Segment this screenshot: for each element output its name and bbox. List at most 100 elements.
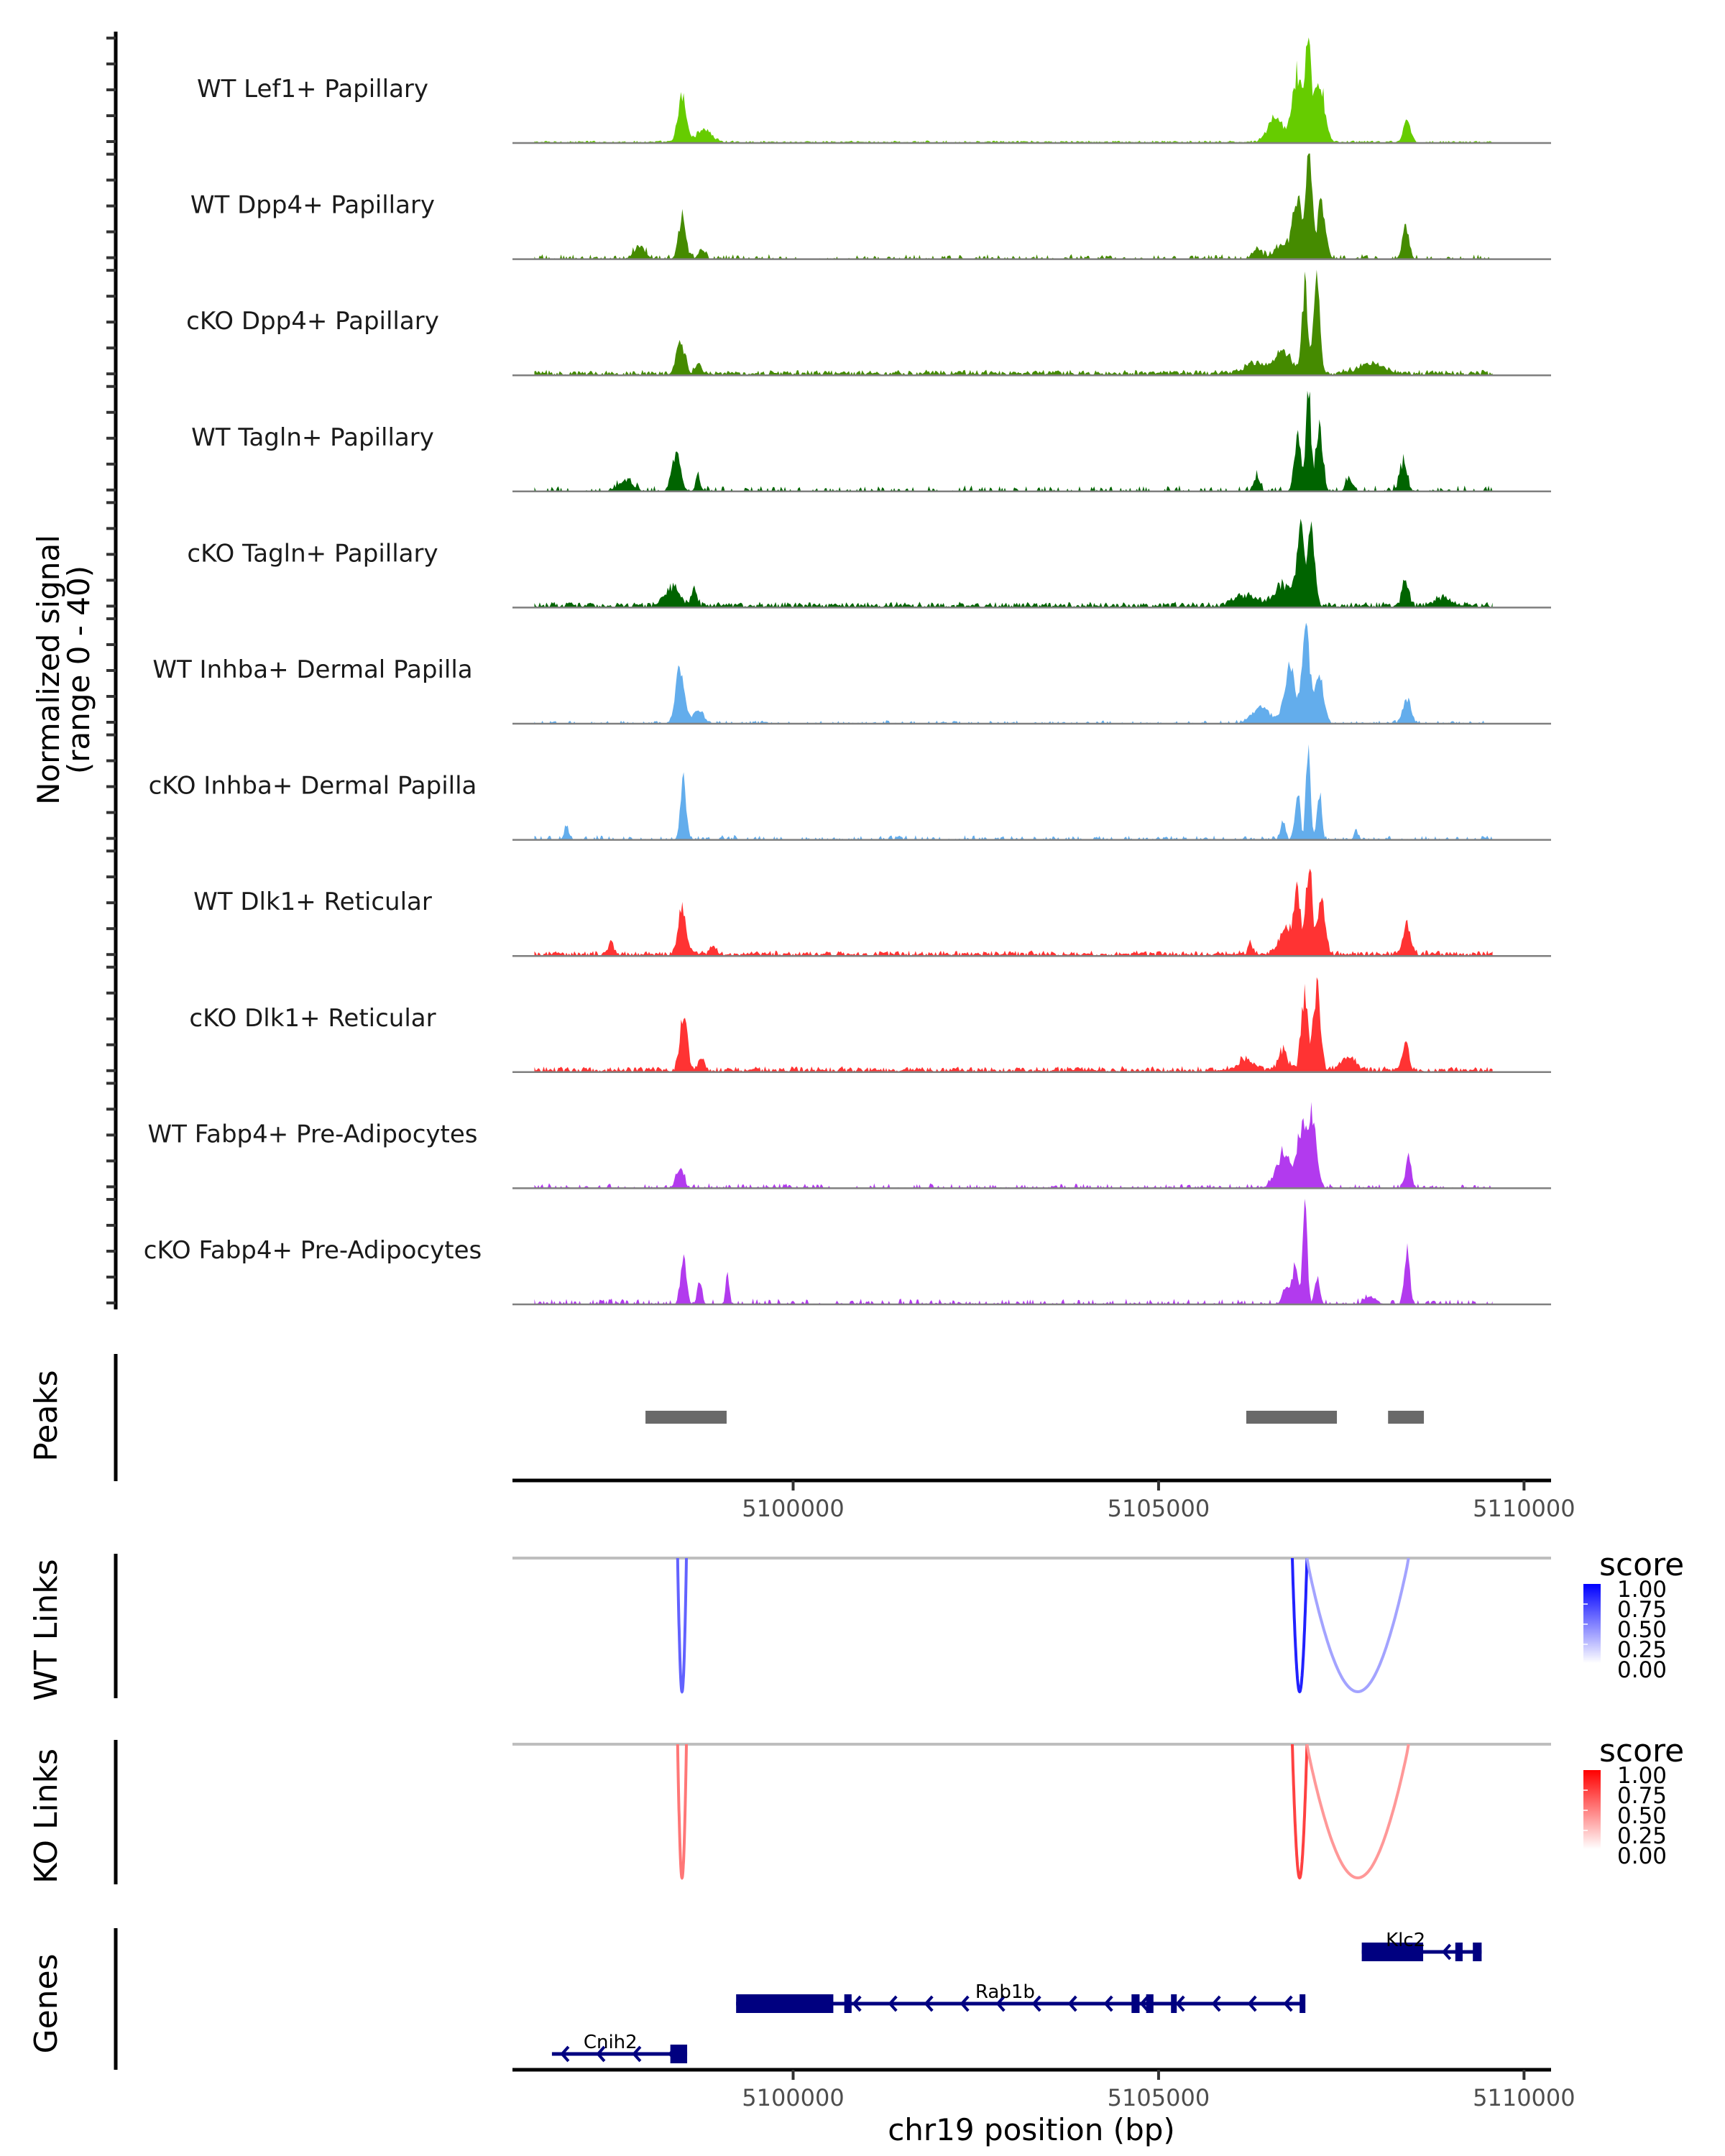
gene-exon [1171,1994,1177,2013]
gene-exon [736,1994,834,2013]
strand-arrow-icon [1139,1995,1149,2012]
legend-tick-label: 0.75 [1617,1597,1667,1623]
peaks-panel-title: Peaks [28,1370,65,1461]
strand-arrow-icon [1067,1995,1077,2012]
legend-tick-label: 1.00 [1617,1763,1667,1789]
gene-exon [670,2045,688,2063]
coverage-track: WT Fabp4+ Pre-Adipocytes [148,1102,1551,1189]
strand-arrow-icon [888,1995,898,2012]
gene-exon [1146,1994,1154,2013]
track-label: cKO Fabp4+ Pre-Adipocytes [144,1236,482,1265]
legend-colorbar [1583,1770,1601,1849]
gene-model: Klc2 [1361,1930,1482,1961]
genes-panel: Genes Klc2 Rab1b Cnih2 5100000 5105000 51100… [28,1928,1576,2147]
strand-arrow-icon [1247,1995,1257,2012]
track-label: cKO Dlk1+ Reticular [189,1004,436,1033]
peak-region [1388,1411,1425,1424]
gene-exon [1361,1943,1424,1961]
coverage-tracks: WT Lef1+ Papillary WT Dpp4+ Papillary cKO … [144,37,1551,1306]
x-tick-label: 5100000 [742,2084,845,2111]
strand-arrow-icon [1283,1995,1293,2012]
link-arc [1291,1557,1309,1694]
coverage-area [534,270,1493,376]
peak-regions [645,1411,1425,1424]
track-label: WT Inhba+ Dermal Papilla [152,655,472,684]
strand-arrow-icon [1211,1995,1221,2012]
links-panel-title: WT Links [28,1559,65,1700]
legend-tick-label: 0.25 [1617,1823,1667,1849]
track-label: cKO Tagln+ Papillary [187,539,438,568]
legend-tick-label: 0.50 [1617,1803,1667,1829]
coverage-area [534,518,1493,608]
coverage-track: WT Inhba+ Dermal Papilla [152,622,1551,725]
strand-arrow-icon [1103,1995,1113,2012]
gene-model: Rab1b [736,1981,1306,2013]
coverage-track: WT Dpp4+ Papillary [190,153,1551,260]
strand-arrow-icon [995,1995,1006,2012]
strand-arrow-icon [1031,1995,1041,2012]
coverage-area [534,37,1493,143]
x-tick-label: 5110000 [1473,1495,1576,1522]
coverage-area [534,1199,1493,1304]
peaks-panel: Peaks 5100000 5105000 5110000 [28,1354,1576,1522]
gene-exon [1300,1994,1306,2013]
gene-label: Rab1b [975,1981,1035,2003]
coverage-area [534,390,1493,492]
coverage-y-axis-title-line2: (range 0 - 40) [61,566,96,774]
legend-tick-label: 0.75 [1617,1783,1667,1809]
x-tick-label: 5105000 [1108,2084,1210,2111]
coverage-area [534,153,1493,259]
gene-label: Klc2 [1386,1930,1425,1951]
track-label: WT Dlk1+ Reticular [193,888,432,916]
gene-exon [844,1994,852,2013]
coverage-track: WT Lef1+ Papillary [197,37,1551,144]
strand-arrow-icon [560,2045,570,2063]
gene-model: Cnih2 [551,2032,688,2063]
coverage-area [534,744,1493,840]
coverage-area [534,977,1493,1072]
coverage-area [534,622,1493,724]
gene-exon [1131,1994,1140,2013]
peak-region [645,1411,727,1424]
coverage-y-ticks [106,36,116,1304]
peak-region [1246,1411,1338,1424]
link-arc [676,1557,688,1694]
x-axis-title: chr19 position (bp) [888,2112,1175,2147]
links-panel-title: KO Links [28,1749,65,1884]
legend-tick-label: 0.00 [1617,1843,1667,1869]
link-arc [1305,1557,1410,1694]
track-label: cKO Dpp4+ Papillary [186,307,439,336]
coverage-track: cKO Dlk1+ Reticular [189,977,1551,1074]
coverage-track: cKO Fabp4+ Pre-Adipocytes [144,1199,1551,1306]
gene-label: Cnih2 [584,2032,638,2053]
x-axis-genes: 5100000 5105000 5110000 [512,2068,1576,2111]
x-axis-peaks: 5100000 5105000 5110000 [512,1478,1576,1522]
coverage-track: cKO Inhba+ Dermal Papilla [149,744,1551,841]
strand-arrow-icon [924,1995,934,2012]
gene-models: Klc2 Rab1b Cnih2 [551,1930,1482,2063]
track-label: WT Fabp4+ Pre-Adipocytes [148,1120,478,1148]
link-arc [1305,1743,1410,1880]
x-tick-label: 5105000 [1108,1495,1210,1522]
x-tick-label: 5110000 [1473,2084,1576,2111]
coverage-track: WT Tagln+ Papillary [191,390,1551,493]
gene-exon [1473,1943,1482,1961]
legend-title: score [1599,1733,1684,1769]
track-label: WT Tagln+ Papillary [191,423,434,452]
strand-arrow-icon [852,1995,862,2012]
legend-colorbar [1583,1584,1601,1663]
coverage-panel: Normalized signal (range 0 - 40) WT Lef1… [31,32,1551,1309]
strand-arrow-icon [1175,1995,1185,2012]
coverage-area [534,1102,1493,1189]
strand-arrow-icon [596,2045,606,2063]
coverage-y-axis-title-line1: Normalized signal [31,535,66,805]
legend-title: score [1599,1547,1684,1583]
gene-exon [1455,1943,1463,1961]
legend-tick-label: 0.00 [1617,1657,1667,1683]
genes-panel-title: Genes [28,1953,65,2053]
x-tick-label: 5100000 [742,1495,845,1522]
link-arc [1291,1743,1309,1880]
